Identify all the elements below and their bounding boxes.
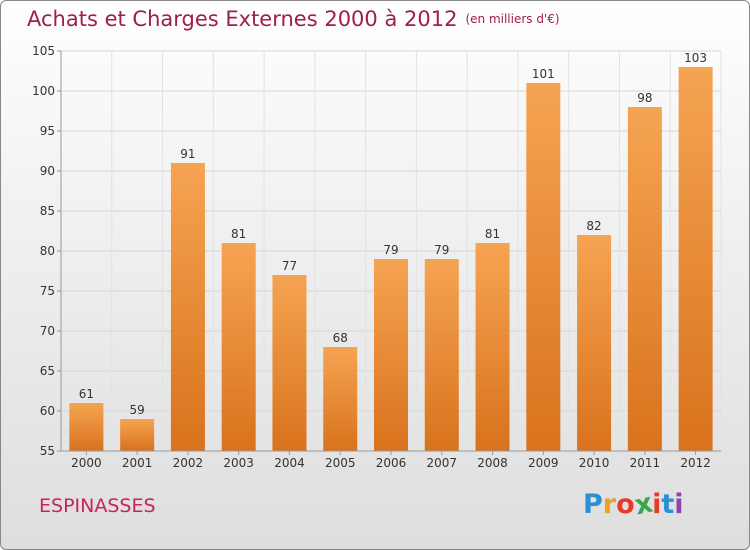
data-label: 68 [333,331,348,345]
bar [170,163,205,451]
x-tick-label: 2003 [223,456,254,470]
x-tick-label: 2000 [71,456,102,470]
logo-letter: P [583,489,603,520]
commune-name: ESPINASSES [39,495,156,517]
x-tick-label: 2006 [376,456,407,470]
data-label: 77 [282,259,297,273]
data-label: 81 [485,227,500,241]
chart-title-text: Achats et Charges Externes 2000 à 2012 [27,7,458,31]
data-label: 79 [434,243,449,257]
y-tick-label: 75 [40,284,55,298]
x-tick-label: 2004 [274,456,305,470]
logo-letter: i [652,489,662,520]
bar [424,259,459,451]
y-tick-label: 60 [40,404,55,418]
x-tick-label: 2012 [680,456,711,470]
bar [69,403,104,451]
labels: 55 60 65 70 75 80 85 90 95 100 105 61 2000 59 2001 91 20… [32,44,711,470]
bar [475,243,510,451]
y-tick-label: 80 [40,244,55,258]
logo-letter: t [661,489,675,520]
data-label: 103 [684,51,707,65]
y-tick-label: 70 [40,324,55,338]
bars [69,67,713,451]
proxiti-logo: Proxiti [583,488,684,522]
y-tick-label: 90 [40,164,55,178]
data-label: 79 [383,243,398,257]
bar [221,243,256,451]
bar [374,259,408,451]
x-tick-label: 2010 [579,456,610,470]
data-label: 101 [532,67,555,81]
data-label: 59 [130,403,145,417]
x-tick-label: 2007 [426,456,457,470]
y-tick-label: 65 [40,364,55,378]
y-tick-label: 85 [40,204,55,218]
bar [627,107,662,451]
x-tick-label: 2009 [528,456,559,470]
y-tick-label: 95 [40,124,55,138]
x-tick-label: 2001 [122,456,153,470]
bar [526,83,561,451]
bar [120,419,155,451]
data-label: 82 [586,219,601,233]
x-tick-label: 2008 [477,456,508,470]
x-tick-label: 2005 [325,456,356,470]
y-tick-label: 100 [32,84,55,98]
x-tick-label: 2002 [173,456,204,470]
data-label: 81 [231,227,246,241]
data-label: 61 [79,387,94,401]
y-tick-label: 105 [32,44,55,58]
bar [577,235,612,451]
chart-subtitle: (en milliers d'€) [465,12,560,26]
x-tick-label: 2011 [630,456,661,470]
logo-letter: o [616,489,635,520]
data-label: 98 [637,91,652,105]
logo-letter: i [674,489,684,520]
data-label: 91 [180,147,195,161]
chart-title: Achats et Charges Externes 2000 à 2012 (e… [27,7,560,31]
y-tick-label: 55 [40,444,55,458]
bar [678,67,713,451]
bar [323,347,358,451]
logo-letter: r [602,489,617,520]
axes [57,50,721,455]
bar [272,275,307,451]
